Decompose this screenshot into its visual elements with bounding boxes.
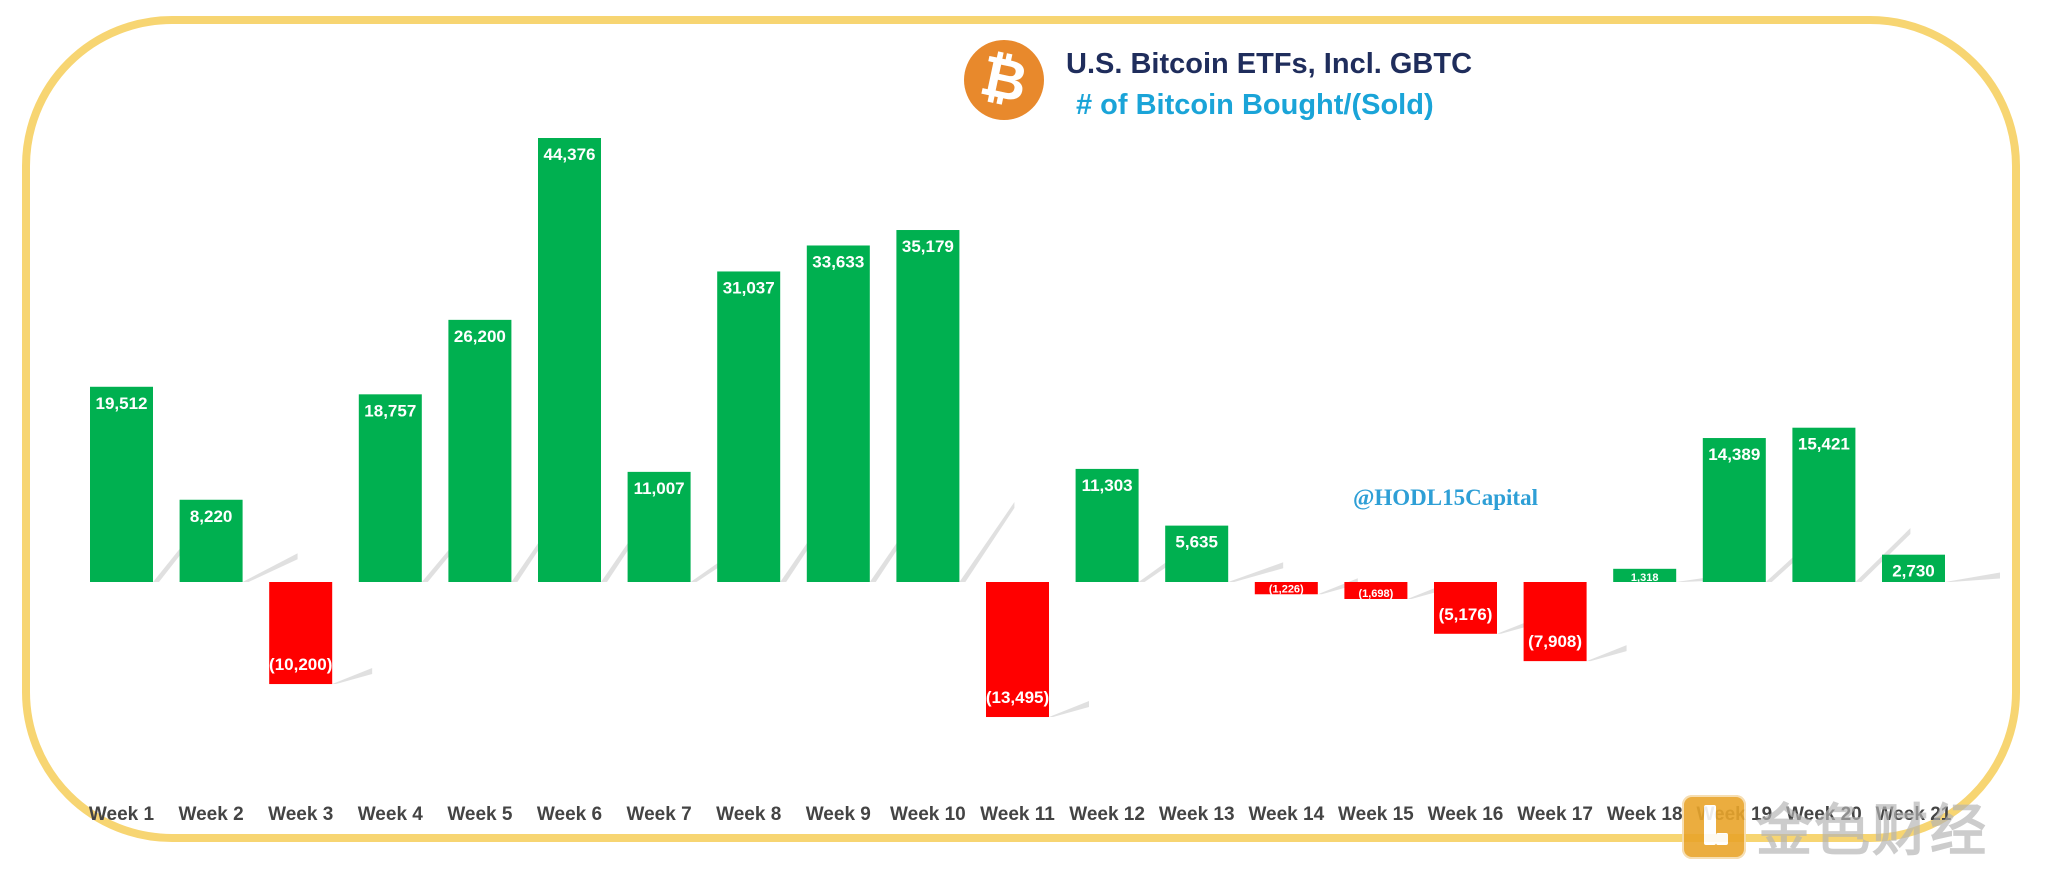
data-label: 15,421	[1798, 435, 1850, 454]
bar-19	[1702, 438, 1766, 582]
bar-1	[90, 386, 153, 582]
x-tick-label: Week 7	[627, 804, 692, 825]
x-tick-label: Week 18	[1607, 804, 1683, 825]
bar-shadow	[1945, 572, 2000, 582]
data-label: 26,200	[454, 327, 506, 346]
bar-8	[717, 271, 781, 582]
x-tick-label: Week 12	[1069, 804, 1145, 825]
x-tick-label: Week 8	[716, 804, 781, 825]
data-label: 33,633	[812, 252, 864, 271]
data-label: (1,226)	[1269, 583, 1304, 595]
x-tick-label: Week 9	[806, 804, 871, 825]
data-label: 2,730	[1892, 562, 1935, 581]
data-label: 5,635	[1175, 533, 1218, 552]
x-tick-label: Week 16	[1428, 804, 1504, 825]
bar-12	[1075, 468, 1139, 582]
watermark: @HODL15Capital	[1353, 485, 1538, 510]
rounded-frame	[22, 16, 2020, 842]
x-tick-label: Week 14	[1248, 804, 1324, 825]
x-tick-label: Week 2	[179, 804, 244, 825]
bar-9	[806, 245, 870, 582]
data-label: 31,037	[723, 278, 775, 297]
bar-20	[1792, 427, 1856, 582]
bar-15	[1344, 582, 1408, 599]
x-tick-label: Week 10	[890, 804, 966, 825]
bar-13	[1165, 525, 1229, 582]
corner-watermark-text: 金色财经	[1756, 799, 1988, 864]
bar-16	[1434, 582, 1497, 634]
bar-2	[179, 499, 243, 582]
bar-7	[627, 471, 691, 582]
bar-6	[538, 138, 601, 582]
chart-title: U.S. Bitcoin ETFs, Incl. GBTC	[1066, 48, 1473, 80]
bar-4	[358, 394, 422, 582]
data-label: 44,376	[544, 145, 596, 164]
bar-3	[269, 582, 333, 685]
x-tick-label: Week 21	[1876, 804, 1952, 825]
bar-21	[1882, 554, 1945, 582]
bar-5	[448, 319, 512, 582]
bar-11	[986, 582, 1049, 718]
x-tick-label: Week 13	[1159, 804, 1235, 825]
x-tick-label: Week 5	[447, 804, 513, 825]
data-label: 18,757	[364, 401, 416, 420]
data-label: 8,220	[190, 507, 233, 526]
bar-shadow	[242, 553, 298, 582]
bitcoin-logo-icon: ₿	[964, 40, 1044, 120]
bar-17	[1523, 582, 1587, 662]
x-tick-label: Week 4	[358, 804, 424, 825]
bar-shadow	[959, 502, 1015, 582]
chart-subtitle: # of Bitcoin Bought/(Sold)	[1076, 89, 1434, 121]
bar-shadow	[1586, 645, 1627, 662]
corner-watermark: 金色财经	[1682, 786, 1988, 867]
x-tick-label: Week 11	[980, 804, 1055, 825]
data-label: (5,176)	[1439, 605, 1493, 624]
x-tick-label: Week 17	[1517, 804, 1593, 825]
bar-18	[1613, 568, 1677, 582]
x-tick-label: Week 6	[537, 804, 602, 825]
bar-14	[1254, 582, 1318, 595]
data-label: (10,200)	[269, 655, 332, 674]
jinse-logo-icon	[1682, 794, 1746, 859]
data-label: 1,318	[1631, 572, 1659, 584]
bar-shadow	[332, 668, 373, 685]
x-tick-label: Week 1	[89, 804, 155, 825]
x-tick-label: Week 20	[1786, 804, 1862, 825]
bar-10	[896, 230, 960, 582]
data-label: 14,389	[1708, 445, 1760, 464]
data-label: (1,698)	[1358, 588, 1393, 600]
data-label: (7,908)	[1528, 632, 1582, 651]
x-tick-label: Week 15	[1338, 804, 1414, 825]
data-label: (13,495)	[986, 688, 1049, 707]
bar-shadow	[1049, 701, 1089, 718]
data-label: 35,179	[902, 237, 954, 256]
data-label: 11,007	[634, 479, 685, 498]
data-label: 19,512	[96, 394, 148, 413]
bar-shadow	[1228, 562, 1284, 582]
x-tick-label: Week 3	[268, 804, 333, 825]
data-label: 11,303	[1082, 476, 1133, 495]
